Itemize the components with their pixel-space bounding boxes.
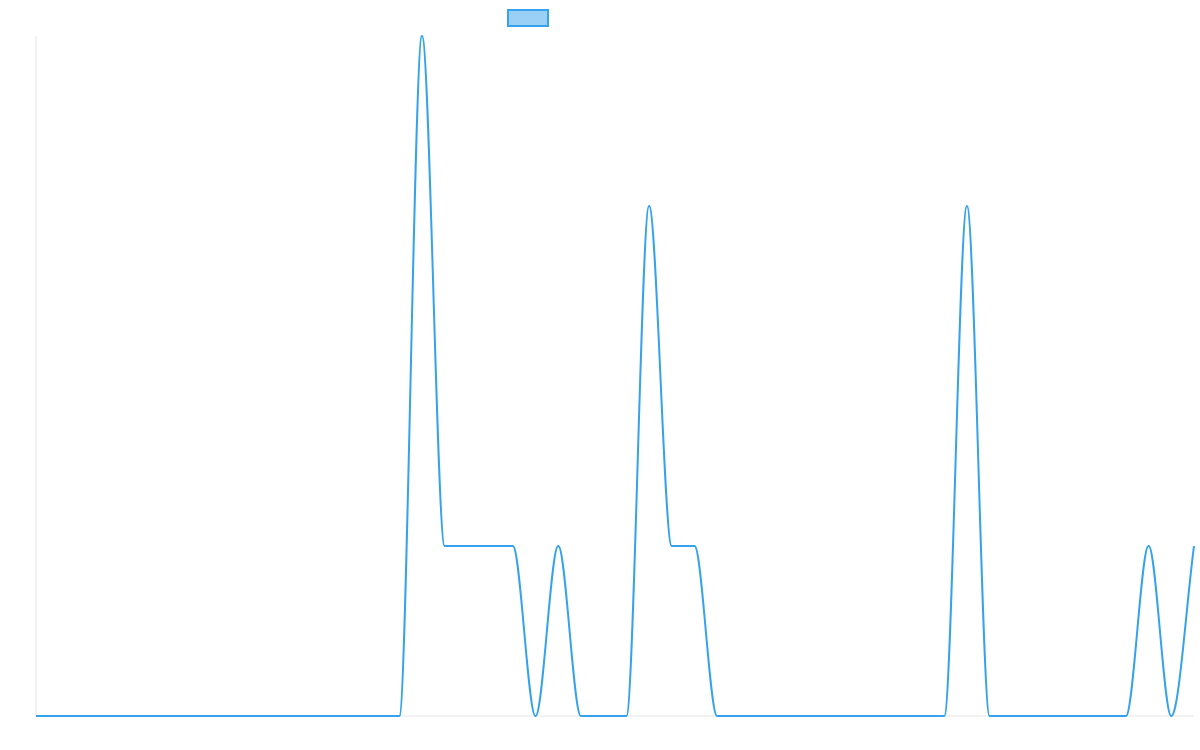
data-point[interactable] (56, 713, 62, 719)
series-line (36, 35, 1195, 717)
data-point[interactable] (987, 713, 993, 719)
data-point[interactable] (873, 713, 879, 719)
data-point[interactable] (1009, 713, 1015, 719)
data-point[interactable] (1146, 543, 1152, 549)
data-point[interactable] (623, 713, 629, 719)
data-point[interactable] (533, 713, 539, 719)
data-point[interactable] (555, 543, 561, 549)
data-point[interactable] (828, 713, 834, 719)
data-point[interactable] (147, 713, 153, 719)
data-point[interactable] (964, 203, 970, 209)
data-point[interactable] (737, 713, 743, 719)
data-point[interactable] (305, 713, 311, 719)
data-point[interactable] (510, 543, 516, 549)
data-point[interactable] (419, 33, 425, 39)
data-point[interactable] (192, 713, 198, 719)
data-point[interactable] (1191, 543, 1197, 549)
data-point[interactable] (487, 543, 493, 549)
data-point[interactable] (941, 713, 947, 719)
data-point[interactable] (33, 713, 39, 719)
data-point[interactable] (805, 713, 811, 719)
data-point[interactable] (215, 713, 221, 719)
data-point[interactable] (760, 713, 766, 719)
series-layer (33, 33, 1197, 719)
legend[interactable] (507, 9, 549, 27)
axes (35, 36, 1194, 717)
data-point[interactable] (328, 713, 334, 719)
data-point[interactable] (1032, 713, 1038, 719)
data-point[interactable] (1168, 713, 1174, 719)
data-point[interactable] (169, 713, 175, 719)
data-point[interactable] (669, 543, 675, 549)
data-point[interactable] (396, 713, 402, 719)
data-point[interactable] (78, 713, 84, 719)
data-point[interactable] (1100, 713, 1106, 719)
data-point[interactable] (782, 713, 788, 719)
data-point[interactable] (124, 713, 130, 719)
data-point[interactable] (237, 713, 243, 719)
data-point[interactable] (283, 713, 289, 719)
legend-swatch[interactable] (507, 9, 549, 27)
data-point[interactable] (646, 203, 652, 209)
data-point[interactable] (260, 713, 266, 719)
data-point[interactable] (351, 713, 357, 719)
data-point[interactable] (442, 543, 448, 549)
data-point[interactable] (464, 543, 470, 549)
data-point[interactable] (1077, 713, 1083, 719)
data-point[interactable] (1123, 713, 1129, 719)
data-point[interactable] (101, 713, 107, 719)
data-point[interactable] (601, 713, 607, 719)
data-point[interactable] (714, 713, 720, 719)
data-point[interactable] (850, 713, 856, 719)
data-point[interactable] (896, 713, 902, 719)
data-point[interactable] (578, 713, 584, 719)
data-point[interactable] (691, 543, 697, 549)
data-point[interactable] (374, 713, 380, 719)
data-point[interactable] (919, 713, 925, 719)
data-point[interactable] (1055, 713, 1061, 719)
